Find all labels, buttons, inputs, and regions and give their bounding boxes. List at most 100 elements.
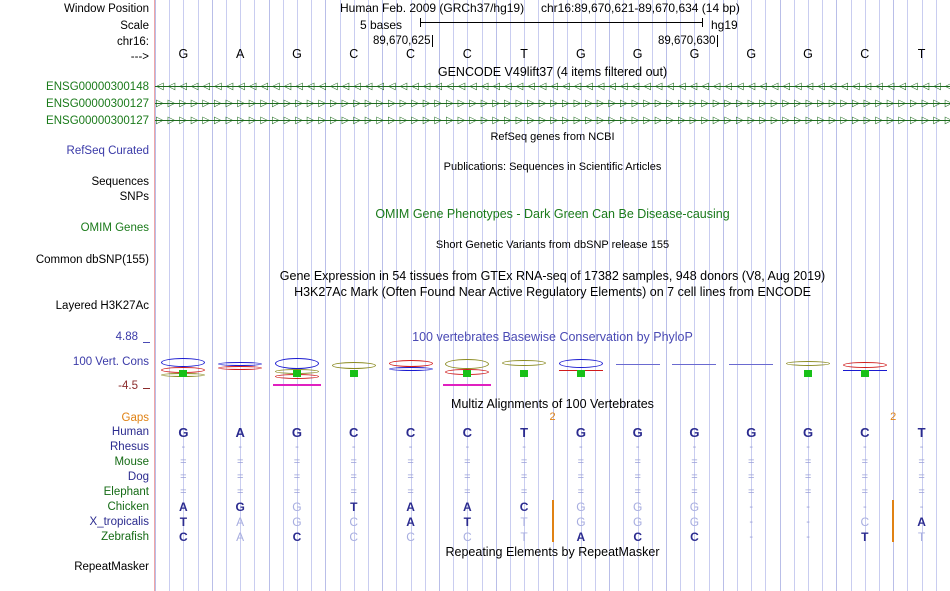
gencode-feature-row-1[interactable]: ◁ ◁ ◁ ◁ ◁ ◁ ◁ ◁ ◁ ◁ ◁ ◁ ◁ ◁ ◁ ◁ ◁ ◁ ◁ ◁ ◁ ◁ ◁ ◁ ◁ ◁ ◁ ◁ ◁ ◁ ◁ ◁ ◁ ◁ ◁ ◁ ◁ ◁ ◁ ◁… xyxy=(155,81,950,92)
alignment-base-cell: A xyxy=(406,500,415,514)
alignment-base-cell: - xyxy=(522,441,526,453)
alignment-base-cell: = xyxy=(407,471,414,483)
alignment-base-cell: = xyxy=(293,456,301,468)
label-species-x-tropicalis[interactable]: X_tropicalis xyxy=(89,516,149,528)
strand-arrow-icon: ▷ xyxy=(457,98,466,109)
alignment-base-cell: = xyxy=(236,486,244,498)
strand-arrow-icon: ▷ xyxy=(678,115,686,126)
grid-line xyxy=(382,0,383,591)
alignment-base-cell: - xyxy=(862,501,867,513)
refseq-track-title: RefSeq genes from NCBI xyxy=(490,131,615,143)
strand-arrow-icon: ▷ xyxy=(817,98,825,109)
strand-arrow-icon: ◁ xyxy=(156,81,164,92)
alignment-row[interactable]: = = = = = = = = = = = = = = xyxy=(155,470,950,485)
strand-arrow-icon: ▷ xyxy=(330,98,338,109)
label-repeatmasker[interactable]: RepeatMasker xyxy=(74,561,149,573)
conservation-logo-column xyxy=(784,358,832,388)
alignment-base-cell: C xyxy=(292,530,302,544)
label-species-rhesus[interactable]: Rhesus xyxy=(110,441,149,453)
strand-arrow-icon: ▷ xyxy=(376,98,385,109)
label-100-vert-cons[interactable]: 100 Vert. Cons xyxy=(72,356,149,368)
strand-arrow-icon: ▷ xyxy=(620,98,628,109)
grid-line xyxy=(340,0,341,591)
strand-arrow-icon: ◁ xyxy=(318,81,327,92)
strand-arrow-icon: ▷ xyxy=(886,115,895,126)
strand-arrow-icon: ◁ xyxy=(817,81,825,92)
alignment-base-cell: - xyxy=(408,441,413,453)
strand-arrow-icon: ▷ xyxy=(573,98,582,109)
label-species-dog[interactable]: Dog xyxy=(127,471,149,483)
strand-arrow-icon: ▷ xyxy=(399,115,408,126)
label-omim-genes[interactable]: OMIM Genes xyxy=(80,222,149,234)
strand-arrow-icon: ◁ xyxy=(759,81,767,92)
alignment-base-cell: = xyxy=(748,471,755,483)
repeatmasker-track-title: Repeating Elements by RepeatMasker xyxy=(445,545,660,559)
conservation-logo-column xyxy=(159,358,207,388)
strand-arrow-icon: ▷ xyxy=(504,115,512,126)
strand-arrow-icon: ▷ xyxy=(411,115,419,126)
alignment-row[interactable]: = = = = = = = = = = = = = = xyxy=(155,455,950,470)
strand-arrow-icon: ▷ xyxy=(921,98,930,109)
alignment-base-cell: T xyxy=(350,500,358,514)
label-layered-h3k27ac[interactable]: Layered H3K27Ac xyxy=(55,300,149,312)
conservation-highlight-box xyxy=(804,370,813,377)
alignment-base-cell: G xyxy=(633,500,643,514)
h3k27ac-track-title: H3K27Ac Mark (Often Found Near Active Re… xyxy=(294,285,811,299)
strand-arrow-icon: ▷ xyxy=(562,98,570,109)
strand-arrow-icon: ▷ xyxy=(770,98,779,109)
alignment-base-cell: = xyxy=(293,486,301,498)
strand-arrow-icon: ◁ xyxy=(863,81,872,92)
label-gencode-row-3[interactable]: ENSG00000300127 xyxy=(46,115,149,127)
alignment-row[interactable]: = = = = = = = = = = = = = = xyxy=(155,485,950,500)
label-species-zebrafish[interactable]: Zebrafish xyxy=(101,531,149,543)
strand-arrow-icon: ▷ xyxy=(295,115,303,126)
conservation-logo-glyph xyxy=(842,362,887,368)
conservation-logo-column xyxy=(614,358,662,388)
label-gencode-row-1[interactable]: ENSG00000300148 xyxy=(46,81,149,93)
label-gencode-row-2[interactable]: ENSG00000300127 xyxy=(46,98,149,110)
alignment-base-cell: = xyxy=(180,456,187,468)
label-snps[interactable]: SNPs xyxy=(119,191,149,203)
strand-arrow-icon: ▷ xyxy=(631,115,640,126)
conservation-logo-glyph xyxy=(558,359,603,368)
grid-line xyxy=(240,0,241,591)
ruler-base: C xyxy=(349,47,359,61)
strand-arrow-icon: ◁ xyxy=(527,81,535,92)
coord-right-label: 89,670,630 xyxy=(658,35,716,47)
label-gaps[interactable]: Gaps xyxy=(121,412,150,424)
strand-arrow-icon: ◁ xyxy=(562,81,570,92)
label-species-mouse[interactable]: Mouse xyxy=(114,456,149,468)
strand-arrow-icon: ▷ xyxy=(527,115,535,126)
conservation-highlight-box xyxy=(292,370,301,377)
alignment-base-cell: - xyxy=(749,441,754,453)
gap-count-label: 2 xyxy=(549,411,556,423)
strand-arrow-icon: ▷ xyxy=(736,98,744,109)
label-species-elephant[interactable]: Elephant xyxy=(103,486,149,498)
conservation-highlight-box xyxy=(860,370,869,377)
strand-arrow-icon: ▷ xyxy=(469,115,477,126)
alignment-row[interactable]: -------------- xyxy=(155,440,950,455)
gencode-feature-row-2[interactable]: ▷ ▷ ▷ ▷ ▷ ▷ ▷ ▷ ▷ ▷ ▷ ▷ ▷ ▷ ▷ ▷ ▷ ▷ ▷ ▷ ▷ ▷ ▷ ▷ ▷ ▷ ▷ ▷ ▷ ▷ ▷ ▷ ▷ ▷ ▷ ▷ ▷ ▷ ▷ ▷… xyxy=(155,98,950,109)
strand-arrow-icon: ▷ xyxy=(353,98,361,109)
strand-arrow-icon: ◁ xyxy=(295,81,303,92)
conservation-logo-glyph xyxy=(615,363,660,365)
strand-arrow-icon: ▷ xyxy=(399,98,408,109)
strand-arrow-icon: ▷ xyxy=(631,98,640,109)
strand-arrow-icon: ▷ xyxy=(202,98,211,109)
label-species-chicken[interactable]: Chicken xyxy=(107,501,149,513)
strand-arrow-icon: ◁ xyxy=(794,81,802,92)
label-common-dbsnp[interactable]: Common dbSNP(155) xyxy=(35,254,149,266)
alignment-base-cell: = xyxy=(918,456,925,468)
label-sequences[interactable]: Sequences xyxy=(91,176,149,188)
ruler-base: G xyxy=(292,47,302,61)
label-species-human[interactable]: Human xyxy=(111,426,149,438)
gencode-feature-row-3[interactable]: ▷ ▷ ▷ ▷ ▷ ▷ ▷ ▷ ▷ ▷ ▷ ▷ ▷ ▷ ▷ ▷ ▷ ▷ ▷ ▷ ▷ ▷ ▷ ▷ ▷ ▷ ▷ ▷ ▷ ▷ ▷ ▷ ▷ ▷ ▷ ▷ ▷ ▷ ▷ ▷… xyxy=(155,115,950,126)
label-refseq-curated[interactable]: RefSeq Curated xyxy=(66,145,149,157)
alignment-base-cell: A xyxy=(236,515,245,529)
alignment-base-cell: G xyxy=(178,425,189,440)
alignment-base-cell: T xyxy=(520,530,528,544)
